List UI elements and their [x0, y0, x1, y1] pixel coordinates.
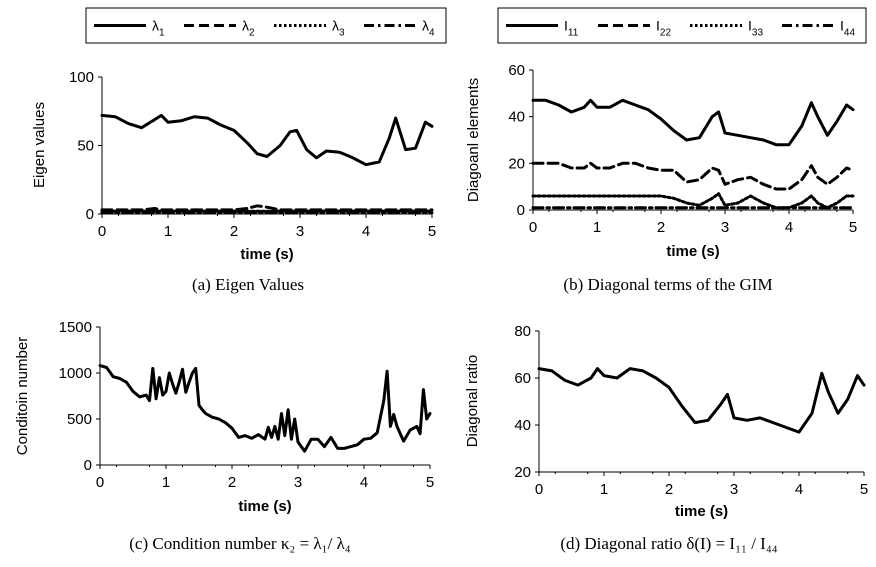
- y-tick-label: 1000: [59, 365, 92, 382]
- panel-caption: (a) Eigen Values: [192, 275, 304, 294]
- y-tick-label: 500: [67, 411, 92, 428]
- legend-entry-label: λ2: [242, 18, 255, 39]
- x-tick-label: 1: [600, 481, 608, 498]
- y-tick-label: 0: [84, 457, 92, 474]
- legend-entry-label: I22: [656, 18, 671, 39]
- x-tick-label: 3: [730, 481, 738, 498]
- x-tick-label: 0: [529, 219, 537, 236]
- x-tick-label: 5: [426, 474, 434, 491]
- x-tick-label: 4: [360, 474, 368, 491]
- y-tick-label: 1500: [59, 319, 92, 336]
- series-line-1: [100, 113, 434, 167]
- series-line-3: [531, 192, 855, 210]
- legend-entry-label: I33: [748, 18, 763, 39]
- legend-entry-label: λ4: [422, 18, 435, 39]
- y-tick-label: 40: [508, 109, 525, 126]
- y-tick-label: 40: [514, 417, 531, 434]
- y-tick-label: 100: [69, 69, 94, 86]
- x-tick-label: 4: [795, 481, 803, 498]
- x-tick-label: 2: [665, 481, 673, 498]
- x-axis-label: time (s): [238, 498, 291, 515]
- x-tick-label: 4: [362, 223, 370, 240]
- x-tick-label: 2: [230, 223, 238, 240]
- series-line-2: [100, 204, 434, 212]
- y-tick-label: 80: [514, 323, 531, 340]
- y-tick-label: 50: [77, 138, 94, 155]
- y-tick-label: 0: [86, 206, 94, 223]
- x-tick-label: 5: [849, 219, 857, 236]
- x-tick-label: 2: [228, 474, 236, 491]
- series-line-1: [537, 367, 866, 434]
- x-tick-label: 0: [98, 223, 106, 240]
- x-tick-label: 5: [428, 223, 436, 240]
- panel-caption: (d) Diagonal ratio δ(I) = I₁₁ / I₄₄: [560, 534, 777, 553]
- legend-entry-label: λ3: [332, 18, 345, 39]
- y-tick-label: 60: [514, 370, 531, 387]
- x-tick-label: 2: [657, 219, 665, 236]
- panel-caption: (b) Diagonal terms of the GIM: [563, 275, 772, 294]
- legend-entry-label: λ1: [152, 18, 165, 39]
- x-axis-label: time (s): [675, 503, 728, 520]
- series-line-2: [531, 161, 855, 191]
- y-axis-label: Diagoanl elements: [465, 78, 482, 202]
- y-tick-label: 60: [508, 62, 525, 79]
- y-axis-label: Diagonal ratio: [464, 355, 481, 448]
- y-axis-label: Eigen values: [31, 102, 48, 188]
- x-tick-label: 1: [162, 474, 170, 491]
- x-tick-label: 3: [294, 474, 302, 491]
- x-tick-label: 3: [296, 223, 304, 240]
- series-line-1: [98, 364, 432, 453]
- x-tick-label: 1: [593, 219, 601, 236]
- legend-entry-label: I44: [840, 18, 855, 39]
- legend: I11 I22 I33 I44: [497, 7, 867, 44]
- x-tick-label: 0: [96, 474, 104, 491]
- x-tick-label: 5: [860, 481, 868, 498]
- y-tick-label: 20: [514, 464, 531, 481]
- panel-caption: (c) Condition number κ₂ = λ₁/ λ₄: [129, 534, 351, 553]
- x-tick-label: 4: [785, 219, 793, 236]
- chart-panel-b: 0 1 2 3 4 5 0 20 40 60 time (s) Diagoanl elements (b…: [465, 7, 867, 294]
- x-tick-label: 3: [721, 219, 729, 236]
- x-tick-label: 0: [535, 481, 543, 498]
- x-axis-label: time (s): [240, 246, 293, 263]
- legend-entry-label: I11: [564, 18, 579, 39]
- y-axis-label: Conditoin number: [14, 337, 31, 455]
- y-tick-label: 20: [508, 155, 525, 172]
- y-tick-label: 0: [517, 202, 525, 219]
- legend: λ1 λ2 λ3 λ4: [85, 7, 447, 44]
- chart-panel-c: 0 1 2 3 4 5 0 500 1000 1500 time (s) Conditoin numb…: [14, 319, 434, 553]
- x-tick-label: 1: [164, 223, 172, 240]
- series-line-1: [531, 98, 855, 147]
- x-axis-label: time (s): [666, 243, 719, 260]
- chart-panel-d: 0 1 2 3 4 5 20 40 60 80 time (s) Diagonal ratio (d) …: [464, 323, 868, 553]
